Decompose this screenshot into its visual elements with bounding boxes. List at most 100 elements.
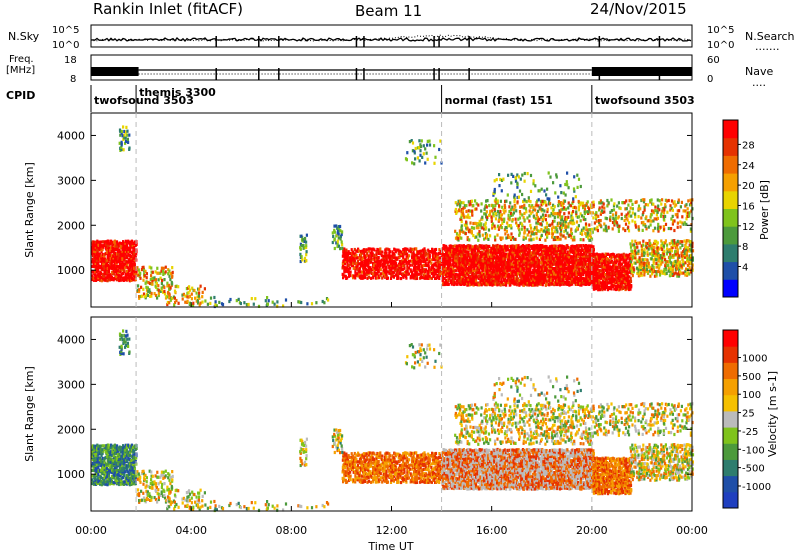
range-cell <box>495 260 498 264</box>
range-cell <box>498 218 501 222</box>
range-cell <box>528 214 531 218</box>
range-cell <box>352 263 355 267</box>
range-cell <box>164 265 167 269</box>
range-cell <box>493 209 497 213</box>
range-cell <box>577 244 580 248</box>
range-cell <box>499 236 502 240</box>
range-cell <box>469 280 472 284</box>
range-cell <box>459 260 462 264</box>
range-cell <box>522 268 525 272</box>
freq-tick-bottom: 8 <box>70 74 76 85</box>
range-cell <box>668 255 671 259</box>
range-cell <box>553 267 556 271</box>
range-cell <box>559 216 562 220</box>
range-cell <box>564 253 567 257</box>
range-cell <box>608 285 611 290</box>
range-cell <box>540 259 544 263</box>
range-cell <box>623 255 626 259</box>
range-cell <box>130 256 133 260</box>
range-cell <box>133 240 136 244</box>
range-cell <box>385 265 388 269</box>
range-cell <box>566 183 569 187</box>
range-cell <box>623 279 626 283</box>
range-cell <box>413 162 416 166</box>
range-cell <box>476 268 479 272</box>
range-cell <box>145 288 149 292</box>
range-cell <box>125 276 128 280</box>
range-cell <box>538 189 541 193</box>
range-cell <box>133 251 136 255</box>
range-cell <box>536 244 539 248</box>
range-cell <box>394 266 397 270</box>
range-cell <box>584 222 588 226</box>
range-cell <box>587 254 590 258</box>
range-cell <box>247 302 250 307</box>
range-cell <box>516 173 519 177</box>
range-cell <box>688 262 691 266</box>
range-cell <box>458 265 461 269</box>
range-cell <box>398 267 401 272</box>
range-cell <box>572 257 575 261</box>
range-cell <box>528 248 531 252</box>
range-cell <box>412 258 415 262</box>
range-cell <box>119 250 123 254</box>
range-cell <box>689 257 692 262</box>
range-cell <box>642 250 646 254</box>
range-cell <box>505 281 508 285</box>
range-cell <box>630 257 634 261</box>
range-cell <box>190 297 193 301</box>
range-cell <box>418 251 421 255</box>
range-cell <box>544 264 547 269</box>
range-cell <box>98 264 102 268</box>
range-cell <box>144 269 147 273</box>
range-cell <box>622 265 625 269</box>
range-cell <box>391 264 394 268</box>
range-cell <box>687 239 690 243</box>
range-cell <box>500 213 503 217</box>
range-cell <box>122 240 125 244</box>
range-cell <box>168 301 171 305</box>
range-cell <box>346 256 349 260</box>
range-cell <box>576 259 580 263</box>
range-cell <box>394 262 398 266</box>
range-cell <box>118 260 121 264</box>
range-cell <box>437 251 441 255</box>
range-cell <box>514 237 517 241</box>
range-cell <box>650 257 653 261</box>
range-cell <box>490 215 493 219</box>
range-cell <box>688 243 691 247</box>
range-cell <box>527 271 530 275</box>
range-cell <box>441 275 445 279</box>
range-cell <box>661 256 664 260</box>
range-cell <box>545 225 548 229</box>
range-cell <box>444 246 447 250</box>
range-cell <box>510 248 513 252</box>
range-cell <box>546 235 549 239</box>
range-cell <box>215 304 218 308</box>
range-cell <box>551 267 554 271</box>
range-cell <box>157 288 160 292</box>
range-cell <box>400 254 403 258</box>
range-cell <box>477 226 480 230</box>
range-cell <box>469 270 472 274</box>
range-cell <box>127 239 130 243</box>
range-cell <box>91 257 94 261</box>
range-cell <box>588 282 591 286</box>
range-cell <box>660 256 663 260</box>
range-cell <box>570 247 573 251</box>
range-cell <box>669 270 672 274</box>
range-cell <box>344 256 347 260</box>
range-cell <box>631 274 634 278</box>
range-cell <box>503 248 507 252</box>
range-cell <box>91 253 94 258</box>
range-cell <box>496 209 500 214</box>
range-cell <box>444 278 447 283</box>
range-cell <box>611 274 614 279</box>
range-cell <box>333 230 336 234</box>
range-cell <box>383 272 387 276</box>
range-cell <box>460 226 463 230</box>
range-cell <box>493 269 496 273</box>
range-cell <box>434 261 437 265</box>
range-cell <box>624 277 627 281</box>
range-cell <box>457 201 460 206</box>
